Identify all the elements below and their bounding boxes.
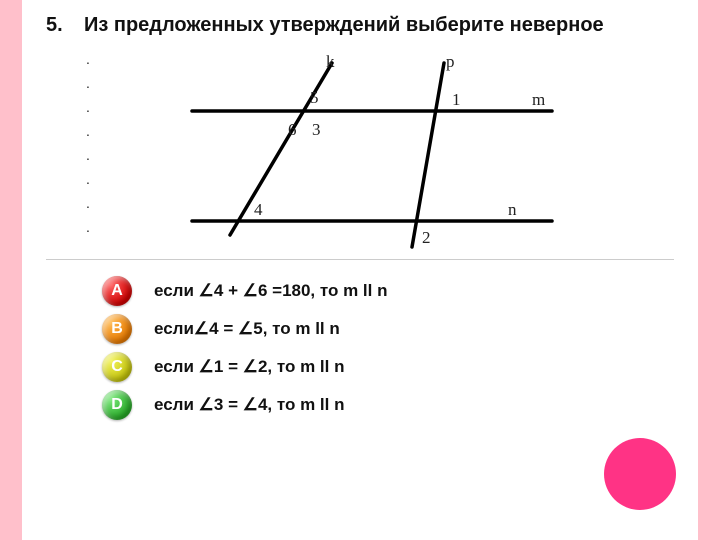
option-text: если∠4 = ∠5, то m ll n bbox=[154, 319, 340, 339]
svg-text:p: p bbox=[446, 52, 455, 71]
bullet-dot: . bbox=[86, 143, 90, 167]
svg-text:4: 4 bbox=[254, 200, 263, 219]
right-border bbox=[698, 0, 720, 540]
question-number: 5. bbox=[46, 14, 70, 37]
bullet-dot: . bbox=[86, 47, 90, 71]
svg-text:m: m bbox=[532, 90, 545, 109]
bullet-dot: . bbox=[86, 167, 90, 191]
svg-text:3: 3 bbox=[312, 120, 321, 139]
svg-text:k: k bbox=[326, 52, 335, 71]
option-letter-badge: B bbox=[102, 314, 132, 344]
option-letter-badge: А bbox=[102, 276, 132, 306]
svg-text:6: 6 bbox=[288, 120, 297, 139]
option-text: если ∠1 = ∠2, то m ll n bbox=[154, 357, 344, 377]
diagram-area: ........ k p m n 1 2 3 4 56 bbox=[46, 43, 674, 253]
option-row[interactable]: Аесли ∠4 + ∠6 =180, то m ll n bbox=[102, 272, 674, 310]
slide-content: 5. Из предложенных утверждений выберите … bbox=[22, 0, 698, 540]
accent-circle bbox=[604, 438, 676, 510]
svg-text:2: 2 bbox=[422, 228, 431, 247]
svg-text:n: n bbox=[508, 200, 517, 219]
bullet-dot: . bbox=[86, 191, 90, 215]
option-text: если ∠3 = ∠4, то m ll n bbox=[154, 395, 344, 415]
left-border bbox=[0, 0, 22, 540]
option-row[interactable]: Cесли ∠1 = ∠2, то m ll n bbox=[102, 348, 674, 386]
question-title: 5. Из предложенных утверждений выберите … bbox=[46, 14, 674, 37]
bullet-dot: . bbox=[86, 95, 90, 119]
bullet-dot: . bbox=[86, 215, 90, 239]
geometry-diagram: k p m n 1 2 3 4 56 bbox=[132, 43, 582, 253]
answer-options: Аесли ∠4 + ∠6 =180, то m ll nBесли∠4 = ∠… bbox=[102, 272, 674, 424]
option-row[interactable]: Dесли ∠3 = ∠4, то m ll n bbox=[102, 386, 674, 424]
option-letter-badge: D bbox=[102, 390, 132, 420]
bullet-dot: . bbox=[86, 119, 90, 143]
option-text: если ∠4 + ∠6 =180, то m ll n bbox=[154, 281, 387, 301]
divider bbox=[46, 259, 674, 260]
svg-text:5: 5 bbox=[310, 88, 319, 107]
svg-text:1: 1 bbox=[452, 90, 461, 109]
bullet-column: ........ bbox=[86, 47, 90, 239]
option-row[interactable]: Bесли∠4 = ∠5, то m ll n bbox=[102, 310, 674, 348]
bullet-dot: . bbox=[86, 71, 90, 95]
option-letter-badge: C bbox=[102, 352, 132, 382]
question-text: Из предложенных утверждений выберите нев… bbox=[84, 14, 604, 37]
